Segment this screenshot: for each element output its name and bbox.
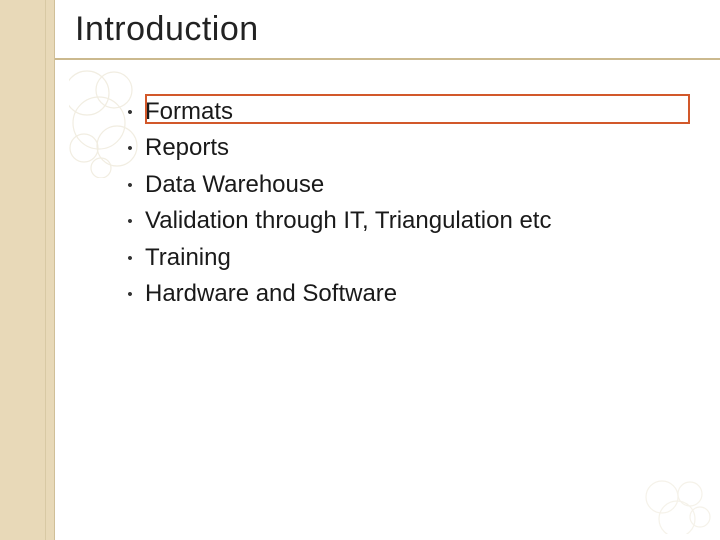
bullet-text: Hardware and Software: [145, 278, 700, 310]
list-item: • Reports: [115, 132, 700, 164]
bullet-icon: •: [115, 103, 145, 123]
list-item: • Data Warehouse: [115, 169, 700, 201]
bullet-text: Formats: [145, 96, 700, 128]
title-underline: [55, 58, 720, 60]
list-item: • Hardware and Software: [115, 278, 700, 310]
decorative-circles-bottom-icon: [642, 479, 712, 534]
bullet-text: Training: [145, 242, 700, 274]
slide-title: Introduction: [75, 10, 720, 49]
bullet-text: Data Warehouse: [145, 169, 700, 201]
bullet-icon: •: [115, 212, 145, 232]
title-region: Introduction: [55, 0, 720, 49]
slide-content: Introduction • Formats • Reports • Data …: [55, 0, 720, 540]
bullet-text: Validation through IT, Triangulation etc: [145, 205, 700, 237]
bullet-icon: •: [115, 176, 145, 196]
bullet-icon: •: [115, 139, 145, 159]
bullet-icon: •: [115, 249, 145, 269]
bullet-list: • Formats • Reports • Data Warehouse • V…: [115, 96, 700, 314]
list-item: • Validation through IT, Triangulation e…: [115, 205, 700, 237]
left-decorative-band: [0, 0, 55, 540]
bullet-text: Reports: [145, 132, 700, 164]
list-item: • Training: [115, 242, 700, 274]
bullet-icon: •: [115, 285, 145, 305]
left-band-inner-line: [45, 0, 46, 540]
list-item: • Formats: [115, 96, 700, 128]
